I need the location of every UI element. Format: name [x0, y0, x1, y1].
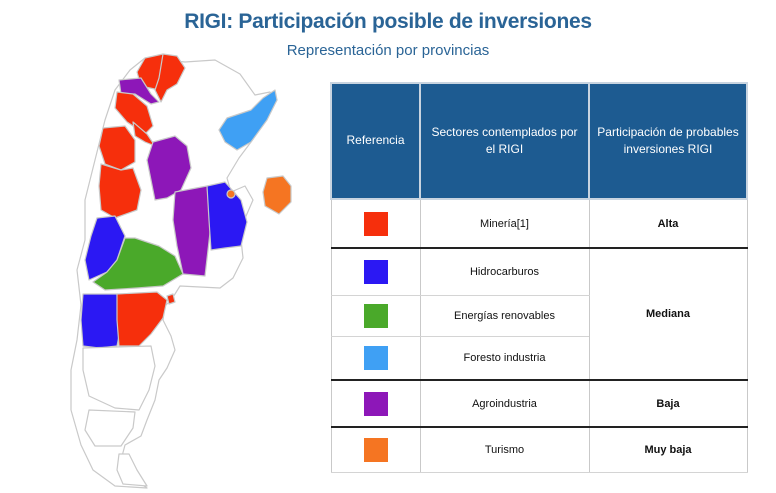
- province-catamarca: [114, 91, 154, 135]
- province-neuquen: [80, 293, 120, 349]
- table-row: Hidrocarburos Mediana: [330, 247, 748, 381]
- sector-label: Turismo: [419, 426, 590, 473]
- sector-label: Foresto industria: [419, 336, 590, 381]
- province-san-juan: [98, 163, 142, 219]
- swatch-mineria: [363, 211, 388, 236]
- province-chubut: [82, 345, 156, 411]
- header-participacion: Participación de probables inversiones R…: [588, 82, 748, 200]
- province-tierra-del-fuego: [116, 453, 148, 487]
- province-tucuman: [132, 121, 156, 147]
- header-referencia: Referencia: [330, 82, 421, 200]
- province-la-rioja: [98, 125, 136, 171]
- marker-orange: [226, 189, 236, 199]
- page-subtitle: Representación por provincias: [286, 42, 490, 59]
- sector-label: Minería[1]: [419, 198, 590, 249]
- level-label: Baja: [588, 379, 748, 428]
- sector-label: Agroindustria: [419, 379, 590, 428]
- swatch-energias-renovables: [363, 304, 388, 328]
- province-rio-negro: [116, 291, 168, 347]
- argentina-province-map: [70, 53, 292, 489]
- province-buenos-aires-east: [206, 181, 248, 251]
- province-small-marker: [166, 293, 176, 305]
- legend-table: Referencia Sectores contemplados por el …: [330, 82, 748, 473]
- swatch-turismo: [363, 438, 388, 462]
- sector-label: Energías renovables: [419, 295, 590, 337]
- swatch-foresto-industria: [363, 346, 388, 370]
- province-cordoba: [146, 135, 192, 201]
- province-santa-cruz: [84, 409, 136, 447]
- table-row: Minería[1] Alta: [330, 198, 748, 249]
- level-label: Alta: [588, 198, 748, 249]
- header-sectores: Sectores contemplados por el RIGI: [419, 82, 590, 200]
- sector-label: Hidrocarburos: [419, 247, 590, 296]
- level-label: Muy baja: [588, 426, 748, 473]
- province-turismo-orange: [262, 175, 292, 215]
- province-misiones: [218, 89, 278, 151]
- page-title: RIGI: Participación posible de inversion…: [184, 10, 592, 33]
- level-label: Mediana: [588, 247, 748, 381]
- swatch-agroindustria: [363, 391, 388, 416]
- swatch-hidrocarburos: [363, 260, 388, 284]
- province-salta: [154, 53, 186, 103]
- table-row: Agroindustria Baja: [330, 379, 748, 428]
- table-row: Turismo Muy baja: [330, 426, 748, 473]
- province-la-pampa: [92, 237, 184, 291]
- table-row: Energías renovables: [330, 295, 747, 337]
